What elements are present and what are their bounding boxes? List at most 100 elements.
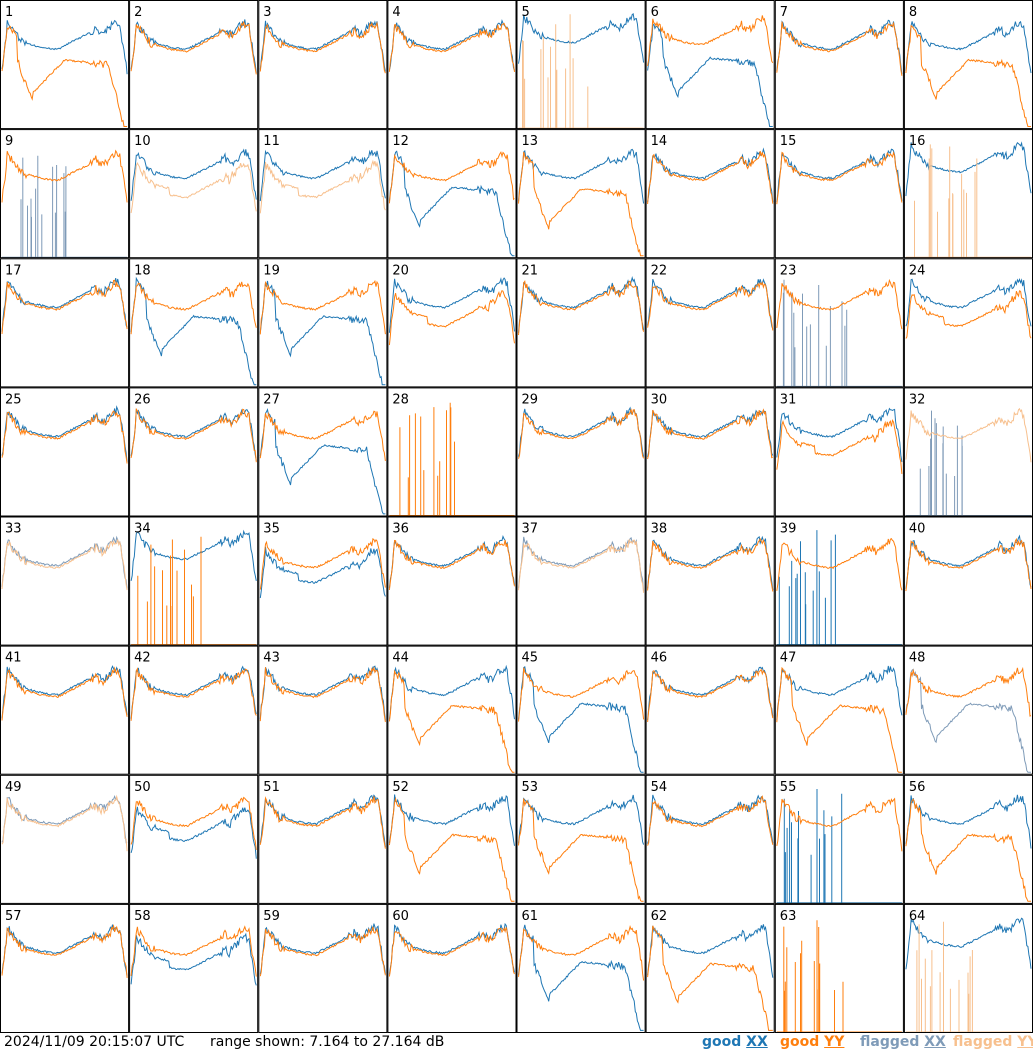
panel-11-label: 11 xyxy=(263,134,280,149)
panel-58-xx-line xyxy=(130,932,257,986)
panel-59-xx-line xyxy=(259,923,386,975)
panel-61-yy-line xyxy=(518,925,645,981)
panel-41-label: 41 xyxy=(5,651,22,666)
panel-40-yy-line xyxy=(905,537,1032,592)
panel-48-yy-line xyxy=(905,666,1032,717)
panel-52-xx-line xyxy=(388,794,515,846)
footer: 2024/11/09 20:15:07 UTC range shown: 7.1… xyxy=(0,1033,1033,1053)
panel-17-frame xyxy=(0,258,130,388)
legend-good-xx: good XX xyxy=(702,1034,768,1050)
panel-46-label: 46 xyxy=(651,651,668,666)
panel-18-label: 18 xyxy=(134,263,151,278)
panel-42-frame xyxy=(129,645,259,775)
legend-pol: XX xyxy=(924,1034,946,1050)
panel-50-xx-line xyxy=(130,806,257,859)
panel-15-frame xyxy=(774,129,904,259)
panel-8-yy-line xyxy=(905,24,1031,127)
panel-36-frame xyxy=(387,516,517,646)
panel-48-label: 48 xyxy=(909,651,926,666)
panel-27-frame xyxy=(258,387,388,517)
panel-24-xx-line xyxy=(905,277,1032,327)
panel-62-frame xyxy=(645,903,775,1033)
legend-status: good xyxy=(702,1034,742,1050)
panel-19-frame xyxy=(258,258,388,388)
panel-44-label: 44 xyxy=(392,651,409,666)
legend-pol: XX xyxy=(746,1034,768,1050)
panel-46-frame xyxy=(645,645,775,775)
panel-60-yy-line xyxy=(388,927,515,977)
panel-56-yy-line xyxy=(905,798,1031,902)
panel-9-xx-line xyxy=(2,155,128,258)
legend-flagged-yy: flagged YY xyxy=(953,1034,1033,1050)
legend-pol: YY xyxy=(1017,1034,1033,1050)
panel-33-yy-line xyxy=(1,539,128,591)
panel-53-xx-line xyxy=(518,794,645,845)
panel-58-frame xyxy=(129,903,259,1033)
panel-34-xx-line xyxy=(130,529,257,581)
panel-3-yy-line xyxy=(259,21,386,74)
panel-29-yy-line xyxy=(518,408,645,459)
panel-14-label: 14 xyxy=(651,134,668,149)
panel-56-label: 56 xyxy=(909,780,926,795)
panel-46-yy-line xyxy=(647,668,774,722)
panel-44-yy-line xyxy=(388,669,515,773)
panel-59-frame xyxy=(258,903,388,1033)
panel-7-yy-line xyxy=(776,21,903,76)
panel-26-yy-line xyxy=(130,407,257,463)
panel-31-yy-line xyxy=(776,419,903,474)
panel-6-yy-line xyxy=(647,15,774,67)
legend-status: good xyxy=(780,1034,820,1050)
panel-8-label: 8 xyxy=(909,5,917,20)
panel-25-yy-line xyxy=(1,410,128,464)
panel-18-yy-line xyxy=(130,281,257,335)
panel-57-yy-line xyxy=(1,924,128,978)
panel-25-label: 25 xyxy=(5,392,22,407)
panel-10-frame xyxy=(129,129,259,259)
panel-11-frame xyxy=(258,129,388,259)
panel-26-frame xyxy=(129,387,259,517)
panel-1-frame xyxy=(0,0,130,130)
panel-22-label: 22 xyxy=(651,263,668,278)
panel-36-yy-line xyxy=(388,539,515,590)
panel-55-frame xyxy=(774,774,904,904)
panel-60-frame xyxy=(387,903,517,1033)
panel-9-yy-line xyxy=(1,149,128,203)
panel-19-label: 19 xyxy=(263,263,280,278)
panel-23-label: 23 xyxy=(780,263,797,278)
panel-7-label: 7 xyxy=(780,5,788,20)
legend-good-yy: good YY xyxy=(780,1034,844,1050)
panel-54-label: 54 xyxy=(651,780,668,795)
panel-19-xx-line xyxy=(259,280,386,386)
panel-20-yy-line xyxy=(388,290,515,346)
panel-35-frame xyxy=(258,516,388,646)
panel-43-frame xyxy=(258,645,388,775)
panel-39-xx-line xyxy=(776,530,902,646)
panel-61-xx-line xyxy=(518,924,644,1031)
panel-62-yy-line xyxy=(647,925,773,1031)
panel-55-xx-line xyxy=(776,789,902,904)
panel-63-label: 63 xyxy=(780,909,797,924)
panel-49-label: 49 xyxy=(5,780,22,795)
panel-3-frame xyxy=(258,0,388,130)
panel-19-yy-line xyxy=(259,279,386,335)
panel-28-yy-line xyxy=(389,402,515,516)
panel-49-yy-line xyxy=(1,794,128,852)
panel-45-label: 45 xyxy=(522,651,539,666)
panel-1-yy-line xyxy=(1,25,128,127)
panel-29-label: 29 xyxy=(522,392,539,407)
panel-55-yy-line xyxy=(776,797,903,852)
panel-9-frame xyxy=(0,129,130,259)
panel-2-label: 2 xyxy=(134,5,142,20)
panel-33-label: 33 xyxy=(5,522,22,537)
panel-16-yy-line xyxy=(905,144,1031,258)
panel-31-frame xyxy=(774,387,904,517)
panel-38-frame xyxy=(645,516,775,646)
panel-30-frame xyxy=(645,387,775,517)
panel-10-yy-line xyxy=(130,161,257,214)
panel-31-label: 31 xyxy=(780,392,797,407)
panel-28-frame xyxy=(387,387,517,517)
panel-12-xx-line xyxy=(388,150,515,257)
panel-60-label: 60 xyxy=(392,909,409,924)
panel-2-yy-line xyxy=(130,21,257,75)
panel-33-frame xyxy=(0,516,130,646)
